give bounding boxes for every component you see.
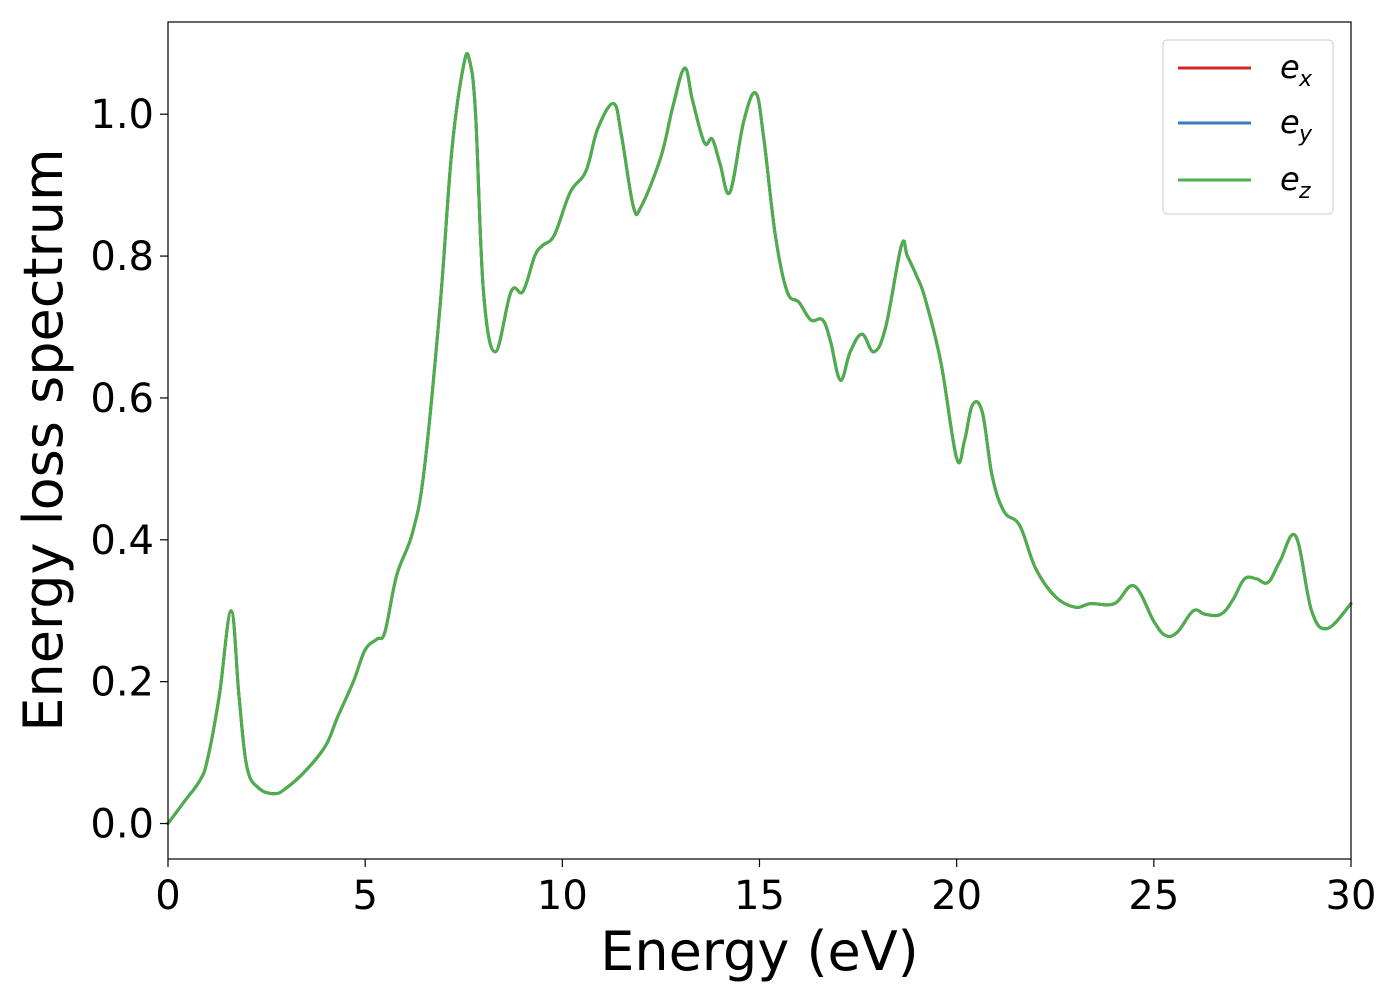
x-axis-label: Energy (eV) (600, 920, 919, 983)
y-tick-label: 0.4 (90, 518, 154, 564)
series-layer (166, 51, 1353, 826)
x-tick-label: 10 (537, 873, 588, 919)
x-tick-label: 25 (1128, 873, 1179, 919)
legend-items: e xe ye z (1178, 48, 1313, 204)
x-tick-label: 20 (931, 873, 982, 919)
legend-label-subscript: y (1298, 122, 1313, 147)
y-tick-label: 0.2 (90, 660, 154, 706)
y-tick-label: 0.6 (90, 376, 154, 422)
legend-label-subscript: z (1298, 179, 1311, 204)
legend-box (1162, 39, 1334, 215)
y-axis: 0.0 0.2 0.4 0.6 0.8 1.0 (90, 92, 168, 848)
x-axis: 0 5 10 15 20 25 30 (155, 859, 1376, 919)
x-tick-label: 5 (352, 873, 377, 919)
series-line-z (166, 51, 1353, 826)
legend-label: e (1280, 48, 1300, 86)
y-tick-label: 0.0 (90, 802, 154, 848)
legend-label: e (1280, 103, 1300, 141)
legend: e xe ye z (1162, 39, 1334, 215)
y-axis-label: Energy loss spectrum (12, 148, 75, 731)
x-tick-label: 30 (1326, 873, 1377, 919)
legend-label-subscript: x (1298, 67, 1313, 92)
y-tick-label: 0.8 (90, 234, 154, 280)
x-tick-label: 15 (734, 873, 785, 919)
legend-label: e (1280, 160, 1300, 198)
x-tick-label: 0 (155, 873, 180, 919)
y-tick-label: 1.0 (90, 92, 154, 138)
